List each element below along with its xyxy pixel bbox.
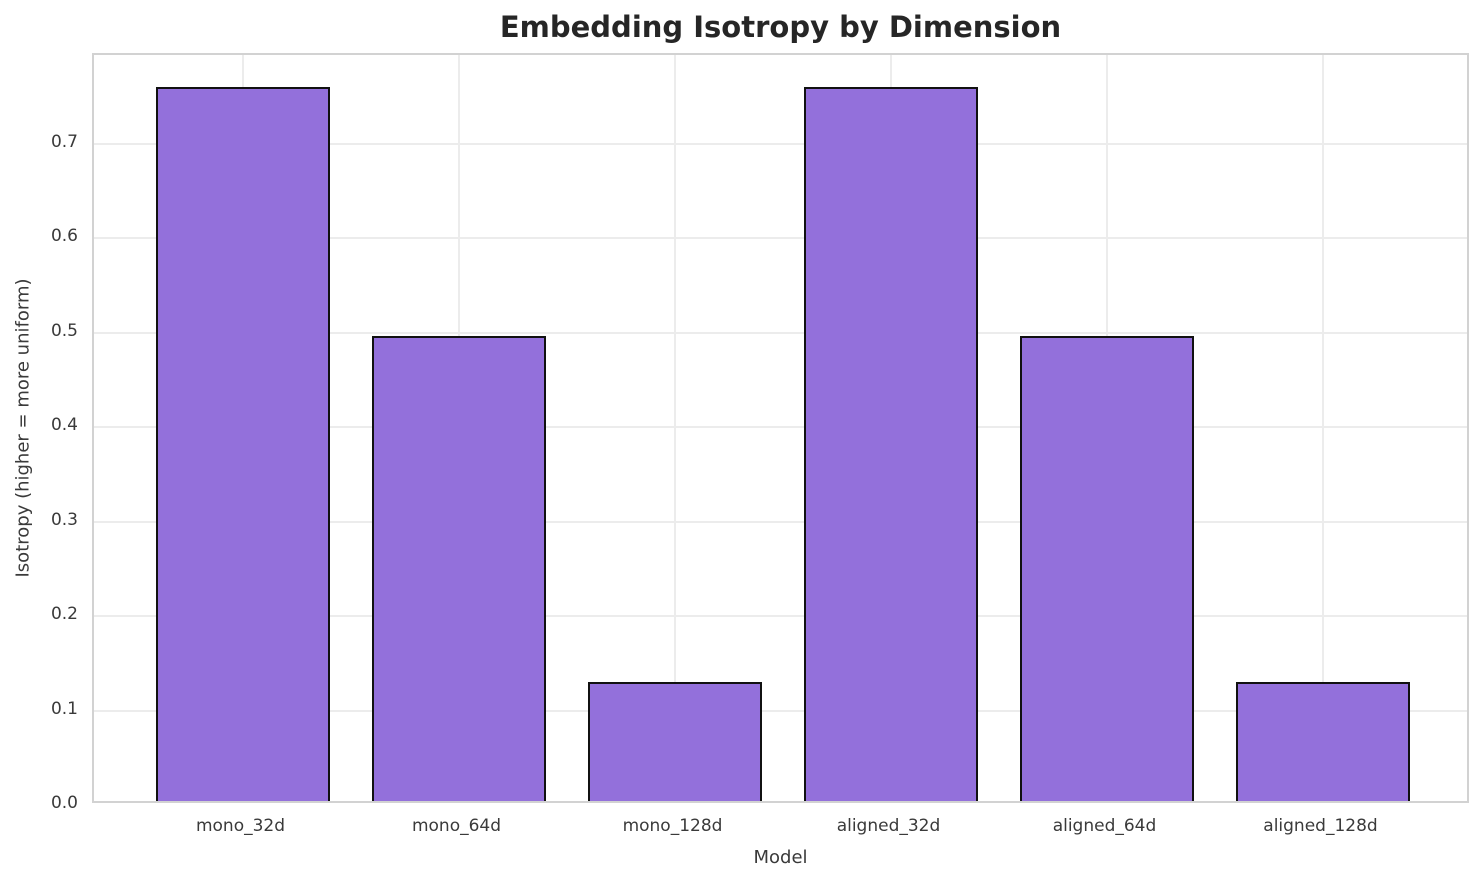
bar-aligned_64d [1019,336,1194,801]
bar-aligned_32d [803,86,978,801]
x-tick-label-aligned_64d: aligned_64d [1052,816,1157,836]
x-tick-label-aligned_32d: aligned_32d [836,816,941,836]
x-tick-label-mono_128d: mono_128d [622,816,723,836]
horizontal-gridline [94,142,1467,145]
y-tick-label: 0.0 [50,793,78,813]
y-tick-label: 0.7 [50,131,78,152]
bar-aligned_128d [1235,681,1410,801]
y-tick-label: 0.6 [50,226,78,247]
y-tick-label: 0.5 [50,320,78,341]
bar-mono_64d [371,336,546,801]
horizontal-gridline [94,237,1467,240]
x-tick-label-aligned_128d: aligned_128d [1263,816,1378,836]
x-tick-label-mono_32d: mono_32d [195,816,286,836]
bar-mono_128d [587,681,762,801]
bar-mono_32d [155,86,330,801]
y-tick-label: 0.1 [50,698,78,719]
horizontal-gridline [94,331,1467,334]
horizontal-gridline [94,709,1467,712]
y-axis-label: Isotropy (higher = more uniform) [12,278,34,578]
horizontal-gridline [94,520,1467,523]
horizontal-gridline [94,426,1467,429]
vertical-gridline [1321,55,1324,801]
y-tick-label: 0.2 [50,604,78,625]
plot-area [92,53,1469,803]
x-tick-label-mono_64d: mono_64d [411,816,502,836]
x-axis-label: Model [753,847,808,868]
chart-title: Embedding Isotropy by Dimension [499,10,1062,44]
y-tick-label: 0.4 [50,415,78,436]
y-tick-label: 0.3 [50,509,78,530]
horizontal-gridline [94,615,1467,618]
vertical-gridline [673,55,676,801]
